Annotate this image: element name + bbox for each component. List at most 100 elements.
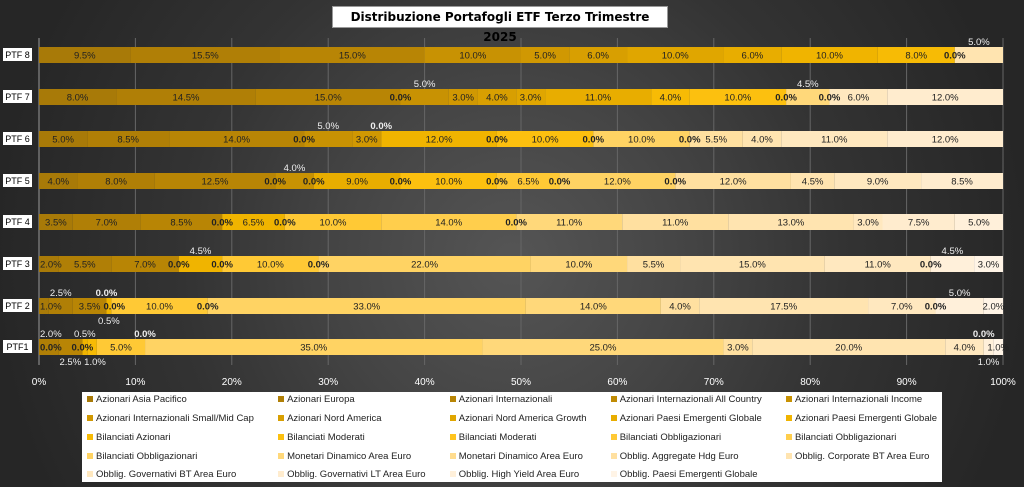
x-tick-label: 100% xyxy=(990,377,1016,388)
legend-item: Bilanciati Obbligazionari xyxy=(87,451,197,462)
bar-segment xyxy=(516,214,623,230)
bar-segment xyxy=(39,131,88,147)
bar-segment xyxy=(48,298,73,314)
legend-item: Azionari Europa xyxy=(278,394,355,405)
bar-segment xyxy=(275,173,314,189)
data-label: 14.0% xyxy=(580,302,607,313)
labels-layer: 0% 10% 20% 30% 40% 50% 60% 70% 80% 90% 100% PTF 8 9.… xyxy=(5,37,1016,388)
bar-segment xyxy=(742,131,782,147)
data-label: 0.0% xyxy=(168,260,190,271)
legend-swatch xyxy=(278,453,285,460)
bar-segment xyxy=(935,298,984,314)
data-label: 2.0% xyxy=(40,329,62,340)
data-label: 14.5% xyxy=(173,93,200,104)
data-label: 0.0% xyxy=(486,135,508,146)
legend-item: Monetari Dinamico Area Euro xyxy=(278,451,411,462)
data-label: 3.5% xyxy=(45,218,67,229)
bar-segment xyxy=(954,47,1003,63)
bar-segment xyxy=(593,131,690,147)
x-tick-label: 30% xyxy=(318,377,338,388)
bar-segment xyxy=(622,214,729,230)
bar-segment xyxy=(39,339,59,355)
legend-swatch xyxy=(449,396,456,403)
x-tick-label: 20% xyxy=(222,377,242,388)
legend-swatch xyxy=(785,415,792,422)
bar-segment xyxy=(313,173,401,189)
y-label-box xyxy=(3,174,32,187)
legend-item: Obblig. Corporate BT Area Euro xyxy=(785,451,929,462)
bar-segment xyxy=(72,298,107,314)
legend-label: Obblig. High Yield Area Euro xyxy=(458,469,580,480)
bar-segment xyxy=(525,298,661,314)
data-label: 11.0% xyxy=(585,93,612,104)
data-label: 1.0% xyxy=(40,302,62,313)
data-label: 3.0% xyxy=(727,343,749,354)
data-label: 0.0% xyxy=(505,218,527,229)
bar-segment xyxy=(400,89,449,105)
bar-segment xyxy=(781,131,888,147)
bar-segment xyxy=(627,47,724,63)
data-label: 0.0% xyxy=(582,135,604,146)
x-tick-label: 0% xyxy=(32,377,47,388)
legend-label: Bilanciati Moderati xyxy=(458,432,537,443)
data-label: 0.0% xyxy=(303,177,325,188)
x-tick-label: 90% xyxy=(897,377,917,388)
data-label: 2.0% xyxy=(40,260,62,271)
data-label: 10.0% xyxy=(724,93,751,104)
bar-segment xyxy=(477,89,517,105)
bar-segment xyxy=(318,256,531,272)
legend-swatch xyxy=(87,434,93,441)
data-label: 0.0% xyxy=(973,329,995,340)
data-label: 4.5% xyxy=(190,246,212,257)
legend-label: Azionari Europa xyxy=(287,394,355,405)
legend-item: Azionari Internazionali Small/Mid Cap xyxy=(87,413,254,424)
legend-label: Azionari Internazionali Income xyxy=(794,394,923,405)
data-label: 12.0% xyxy=(932,135,959,146)
legend-label: Bilanciati Azionari xyxy=(96,432,171,443)
legend-label: Bilanciati Obbligazionari xyxy=(96,451,198,462)
data-label: 3.5% xyxy=(79,302,101,313)
data-label: 5.0% xyxy=(949,288,971,299)
data-label: 3.0% xyxy=(356,135,378,146)
legend-label: Obblig. Aggregate Hdg Euro xyxy=(619,451,739,462)
legend-label: Azionari Nord America xyxy=(287,413,382,424)
data-label: 4.0% xyxy=(954,343,976,354)
legend-item: Azionari Nord America xyxy=(278,413,382,424)
legend-swatch xyxy=(785,396,792,403)
legend-swatch xyxy=(278,396,285,403)
bar-segment xyxy=(675,173,791,189)
bar-segment xyxy=(140,214,223,230)
data-label: 12.0% xyxy=(720,177,747,188)
data-label: 0.0% xyxy=(96,288,118,299)
bar-segment xyxy=(627,256,681,272)
legend-item: Azionari Paesi Emergenti Globale xyxy=(785,413,937,424)
data-label: 14.0% xyxy=(435,218,462,229)
data-label: 13.0% xyxy=(777,218,804,229)
data-label: 4.5% xyxy=(797,79,819,90)
bar-segment xyxy=(106,298,112,314)
legend-label: Azionari Internazionali Small/Mid Cap xyxy=(96,413,254,424)
bar-segment xyxy=(130,47,280,63)
data-label: 15.5% xyxy=(192,51,219,62)
data-label: 10.0% xyxy=(565,260,592,271)
data-label: 0.0% xyxy=(134,329,156,340)
legend-item: Bilanciati Moderati xyxy=(278,432,365,443)
data-label: 2.0% xyxy=(983,302,1005,313)
legend-item: Bilanciati Obbligazionari xyxy=(785,432,896,443)
legend-label: Azionari Nord America Growth xyxy=(458,413,587,424)
data-label: 4.0% xyxy=(751,135,773,146)
data-label: 9.0% xyxy=(346,177,368,188)
bar-segment xyxy=(559,173,676,189)
data-label: 20.0% xyxy=(835,343,862,354)
bar-segment xyxy=(786,89,830,105)
y-tick-label: PTF 4 xyxy=(5,217,30,227)
data-label: 3.0% xyxy=(978,260,1000,271)
data-label: 0.0% xyxy=(274,218,296,229)
legend-item: Azionari Internazionali All Country xyxy=(610,394,762,405)
data-label: 11.0% xyxy=(556,218,583,229)
legend-label: Bilanciati Obbligazionari xyxy=(619,432,722,443)
bar-segment xyxy=(651,89,690,105)
data-label: 4.5% xyxy=(802,177,824,188)
data-label: 0.0% xyxy=(197,302,219,313)
